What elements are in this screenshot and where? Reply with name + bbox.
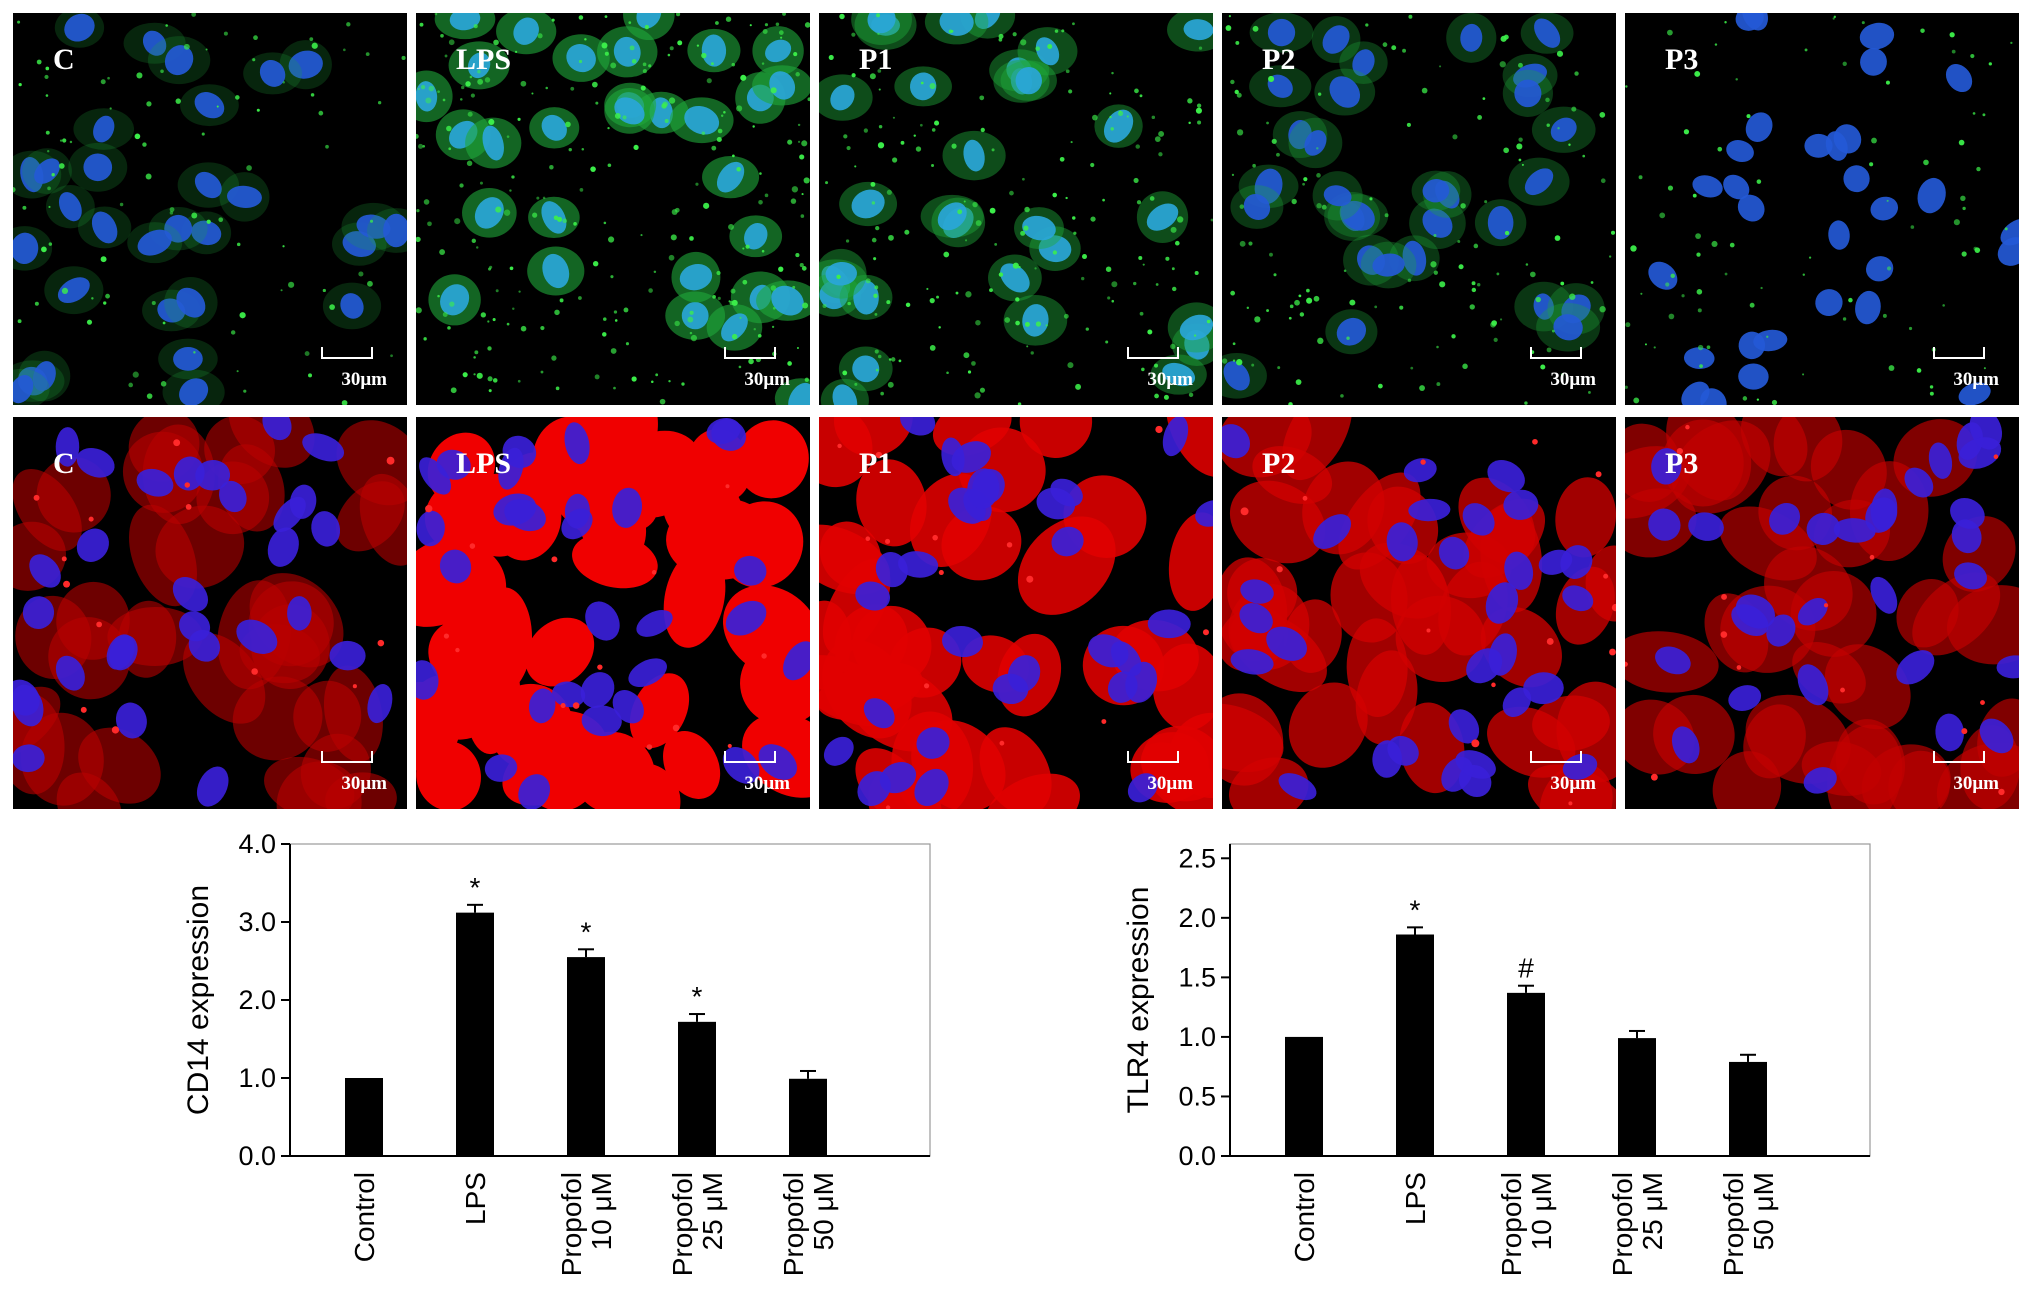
significance-mark: * bbox=[1410, 894, 1421, 925]
scale-bar-label: 30μm bbox=[341, 773, 387, 794]
x-tick-label: Propofol 10 μM bbox=[1496, 1172, 1557, 1276]
scale-bar-label: 30μm bbox=[1550, 369, 1596, 390]
y-tick-label: 2.0 bbox=[1178, 903, 1216, 933]
bar bbox=[678, 1021, 716, 1156]
panel-label: P3 bbox=[1665, 447, 1699, 480]
bar bbox=[1396, 934, 1434, 1156]
bar bbox=[1729, 1061, 1767, 1156]
y-tick-label: 1.0 bbox=[1178, 1022, 1216, 1052]
bar bbox=[456, 912, 494, 1156]
scale-bar bbox=[1530, 347, 1582, 359]
x-tick-label-line: 50 μM bbox=[1748, 1172, 1779, 1250]
micrograph-green-p3: P3 30μm bbox=[1625, 13, 2019, 405]
y-tick-label: 0.0 bbox=[238, 1141, 276, 1171]
y-tick-label: 3.0 bbox=[238, 907, 276, 937]
y-axis-label: CD14 expression bbox=[182, 885, 215, 1115]
bar bbox=[1285, 1036, 1323, 1156]
scale-bar bbox=[1530, 751, 1582, 763]
x-tick-label: Propofol 25 μM bbox=[1607, 1172, 1668, 1276]
panel-label: C bbox=[53, 447, 75, 480]
scale-bar bbox=[1933, 347, 1985, 359]
y-tick-label: 1.0 bbox=[238, 1063, 276, 1093]
scale-bar bbox=[321, 347, 373, 359]
x-tick-label-line: Propofol bbox=[1718, 1172, 1749, 1276]
y-tick-label: 2.5 bbox=[1178, 843, 1216, 873]
scale-bar bbox=[724, 751, 776, 763]
x-tick-label: Propofol 10 μM bbox=[556, 1172, 617, 1276]
micrograph-red-lps: LPS 30μm bbox=[416, 417, 810, 809]
bar bbox=[567, 957, 605, 1156]
x-tick-label-line: Control bbox=[1289, 1172, 1320, 1262]
x-tick-label-line: Propofol bbox=[778, 1172, 809, 1276]
micrograph-red-p1: P1 30μm bbox=[819, 417, 1213, 809]
y-axis-label: TLR4 expression bbox=[1122, 887, 1155, 1114]
scale-bar-label: 30μm bbox=[1953, 369, 1999, 390]
tlr4-chart: 0.0 0.5 1.0 1.5 2.0 2.5 TLR4 expression Control… bbox=[1122, 843, 1871, 1276]
scale-bar-label: 30μm bbox=[1147, 773, 1193, 794]
bar bbox=[1618, 1038, 1656, 1156]
x-tick-label-line: 50 μM bbox=[808, 1172, 839, 1250]
y-tick-label: 1.5 bbox=[1178, 962, 1216, 992]
x-tick-label-line: Propofol bbox=[667, 1172, 698, 1276]
x-tick-label-line: Control bbox=[349, 1172, 380, 1262]
panel-label: LPS bbox=[456, 43, 512, 76]
y-tick-label: 4.0 bbox=[238, 830, 276, 859]
significance-mark: * bbox=[581, 916, 592, 947]
panel-label: P3 bbox=[1665, 43, 1699, 76]
scale-bar-label: 30μm bbox=[1147, 369, 1193, 390]
micrograph-green-lps: LPS 30μm bbox=[416, 13, 810, 405]
bar bbox=[345, 1078, 383, 1156]
micrograph-green-c: C 30μm bbox=[13, 13, 407, 405]
scale-bar-label: 30μm bbox=[744, 773, 790, 794]
bar bbox=[1507, 992, 1545, 1156]
panel-label: P1 bbox=[859, 447, 893, 480]
scale-bar bbox=[321, 751, 373, 763]
micrograph-red-p2: P2 30μm bbox=[1222, 417, 1616, 809]
y-tick-label: 2.0 bbox=[238, 985, 276, 1015]
significance-mark: # bbox=[1518, 953, 1534, 984]
x-tick-label-line: LPS bbox=[1400, 1172, 1431, 1225]
panel-label: LPS bbox=[456, 447, 512, 480]
x-tick-label: Control bbox=[349, 1172, 380, 1262]
y-tick-label: 0.0 bbox=[1178, 1141, 1216, 1171]
scale-bar-label: 30μm bbox=[1953, 773, 1999, 794]
micrograph-red-c: C 30μm bbox=[13, 417, 407, 809]
panel-label: P1 bbox=[859, 43, 893, 76]
x-tick-label-line: 10 μM bbox=[1526, 1172, 1557, 1250]
x-tick-label: Propofol 25 μM bbox=[667, 1172, 728, 1276]
scale-bar bbox=[1127, 751, 1179, 763]
micrograph-green-p1: P1 30μm bbox=[819, 13, 1213, 405]
x-tick-label: LPS bbox=[1400, 1172, 1431, 1225]
x-tick-label-line: 10 μM bbox=[586, 1172, 617, 1250]
panel-label: P2 bbox=[1262, 43, 1296, 76]
scale-bar-label: 30μm bbox=[744, 369, 790, 390]
micrograph-red-p3: P3 30μm bbox=[1625, 417, 2019, 809]
scale-bar-label: 30μm bbox=[1550, 773, 1596, 794]
micrograph-green-p2: P2 30μm bbox=[1222, 13, 1616, 405]
micrograph-grid: C 30μm LPS 30μm P1 30μm P2 30μm P3 30μm C 30μm LPS 30… bbox=[13, 13, 2019, 809]
x-tick-label-line: Propofol bbox=[556, 1172, 587, 1276]
x-tick-label: LPS bbox=[460, 1172, 491, 1225]
x-tick-label: Propofol 50 μM bbox=[778, 1172, 839, 1276]
scale-bar bbox=[1127, 347, 1179, 359]
significance-mark: * bbox=[470, 872, 481, 903]
cd14-chart: 0.0 1.0 2.0 3.0 4.0 CD14 expression Control * LP… bbox=[182, 830, 931, 1276]
x-tick-label-line: Propofol bbox=[1607, 1172, 1638, 1276]
panel-label: P2 bbox=[1262, 447, 1296, 480]
scale-bar bbox=[1933, 751, 1985, 763]
x-tick-label-line: 25 μM bbox=[1637, 1172, 1668, 1250]
y-tick-label: 0.5 bbox=[1178, 1081, 1216, 1111]
x-tick-label: Control bbox=[1289, 1172, 1320, 1262]
significance-mark: * bbox=[692, 981, 703, 1012]
x-tick-label-line: LPS bbox=[460, 1172, 491, 1225]
scale-bar-label: 30μm bbox=[341, 369, 387, 390]
scale-bar bbox=[724, 347, 776, 359]
plot-frame bbox=[1229, 843, 1871, 1157]
x-tick-label-line: 25 μM bbox=[697, 1172, 728, 1250]
x-tick-label-line: Propofol bbox=[1496, 1172, 1527, 1276]
x-tick-label: Propofol 50 μM bbox=[1718, 1172, 1779, 1276]
panel-label: C bbox=[53, 43, 75, 76]
bar bbox=[789, 1078, 827, 1156]
plot-frame bbox=[289, 843, 931, 1157]
